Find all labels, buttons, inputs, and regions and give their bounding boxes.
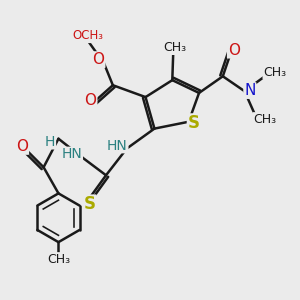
Text: O: O [85, 94, 97, 109]
Text: O: O [93, 52, 105, 67]
Text: CH₃: CH₃ [263, 66, 286, 79]
Text: S: S [84, 195, 96, 213]
Text: OCH₃: OCH₃ [72, 29, 103, 42]
Text: O: O [228, 43, 240, 58]
Text: N: N [244, 83, 256, 98]
Text: O: O [16, 139, 28, 154]
Text: H: H [45, 135, 55, 149]
Text: CH₃: CH₃ [47, 253, 70, 266]
Text: CH₃: CH₃ [163, 41, 186, 54]
Text: HN: HN [61, 148, 82, 161]
Text: HN: HN [107, 139, 128, 152]
Text: CH₃: CH₃ [253, 113, 276, 126]
Text: S: S [188, 114, 200, 132]
